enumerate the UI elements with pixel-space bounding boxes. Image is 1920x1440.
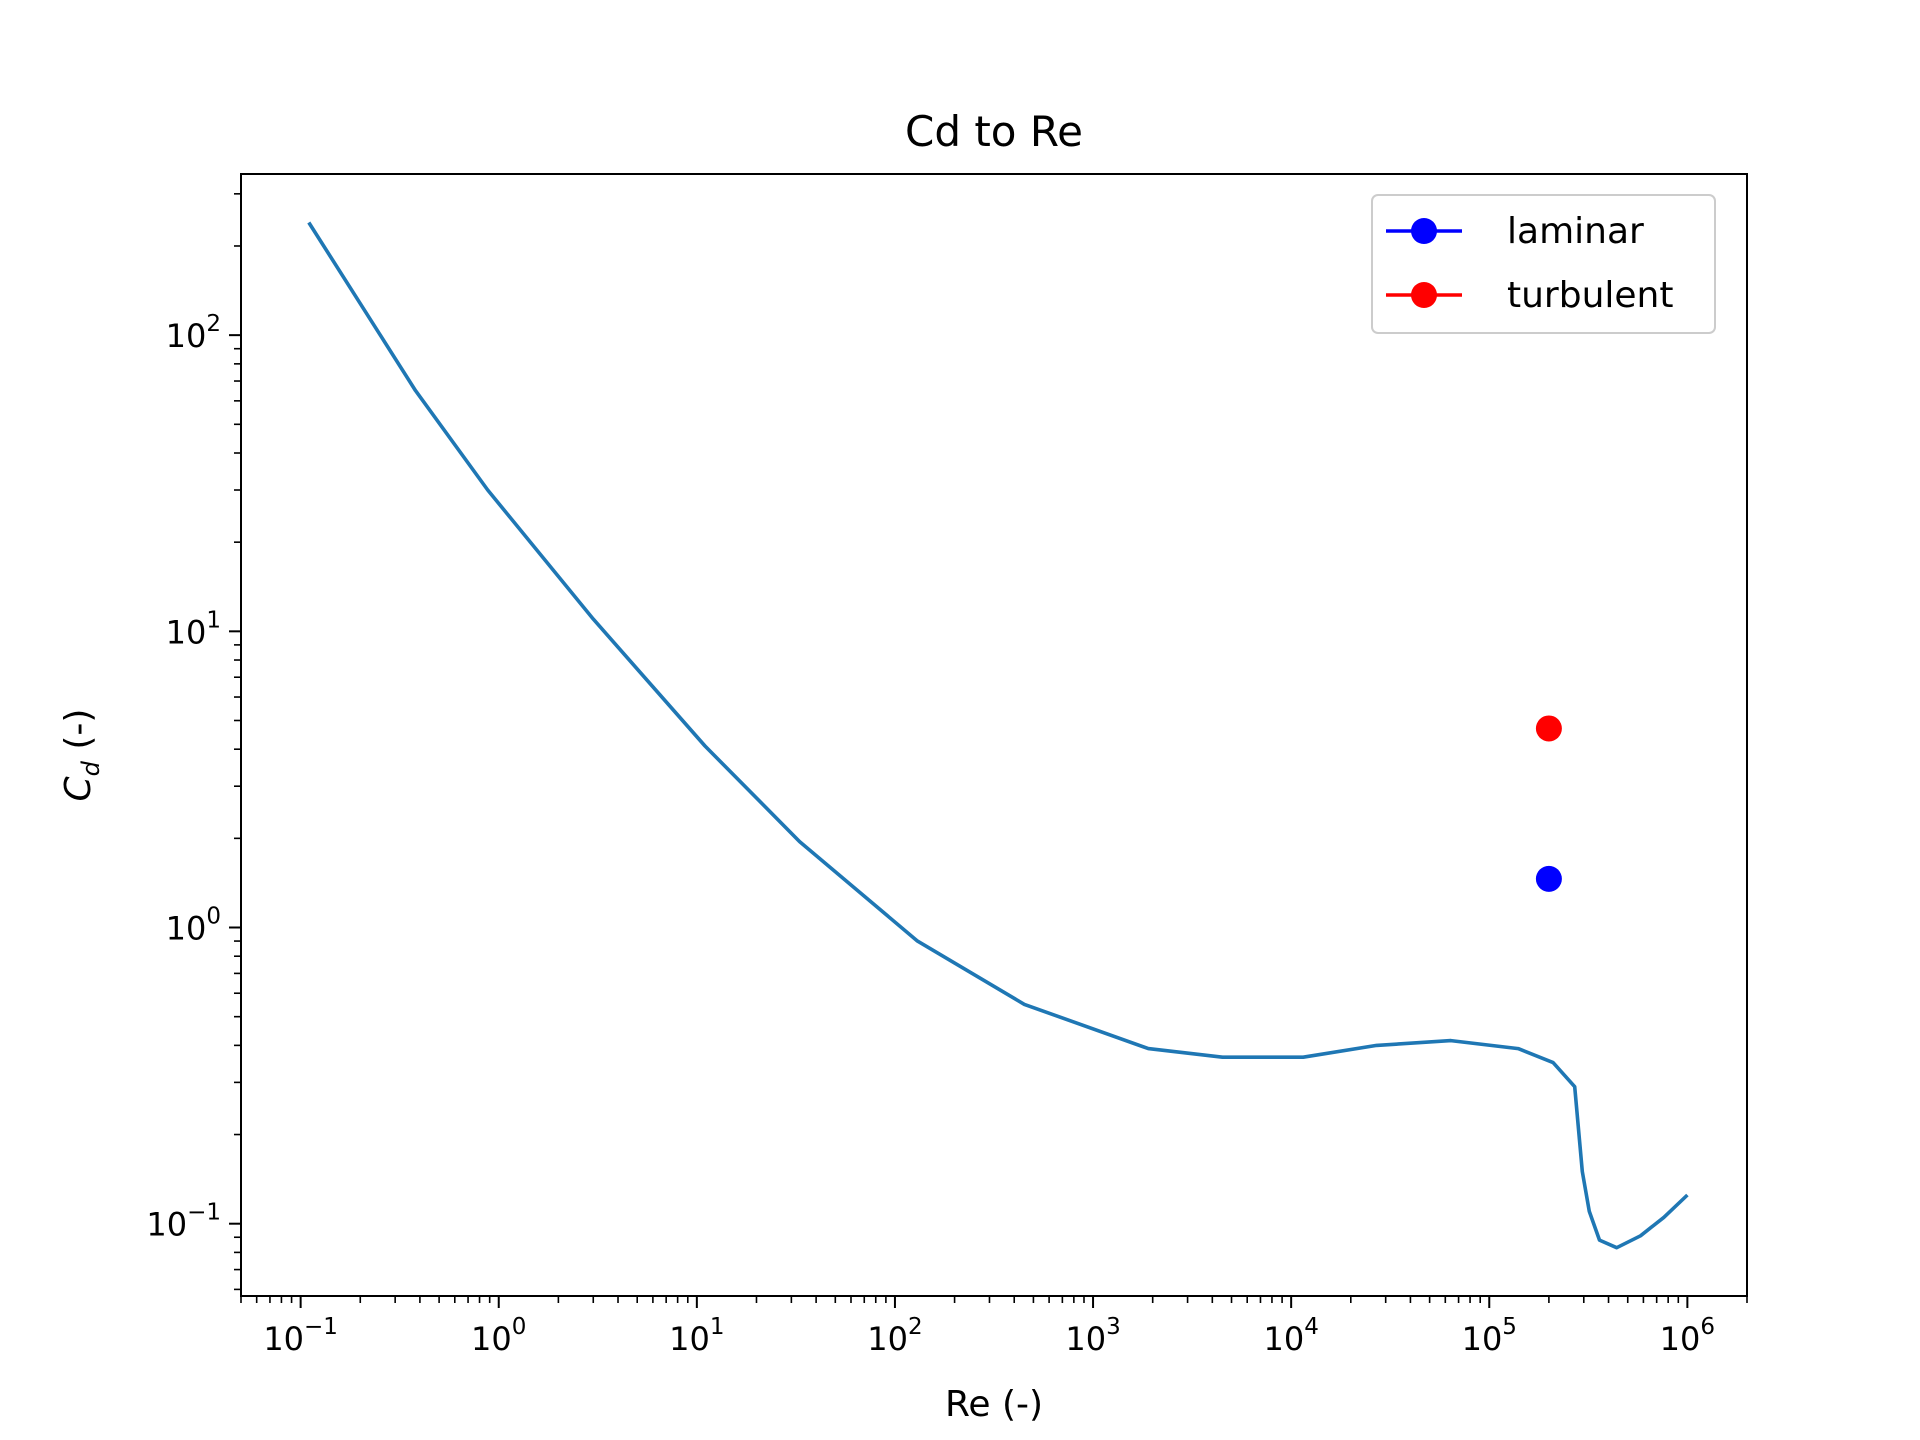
plot-area [307,221,1689,1250]
y-tick-label: 101 [166,607,221,651]
y-axis-label-rest: (-) [58,709,99,762]
axes-frame [240,173,1748,1297]
x-tick-label: 100 [471,1314,526,1358]
legend: laminar turbulent [1371,194,1716,334]
x-tick-label: 102 [867,1314,922,1358]
chart-title: Cd to Re [905,107,1083,156]
x-tick-label: 106 [1660,1314,1715,1358]
ticks: 10−1 100 101 102 103 104 105 106 10−1 100 101 102 [146,193,1748,1358]
legend-marker-turbulent [1411,282,1437,308]
axes [240,173,1748,1297]
data-point-laminar [1535,865,1562,892]
x-tick-label: 103 [1065,1314,1120,1358]
y-axis-label: Cd (-) [58,709,105,802]
legend-label-laminar: laminar [1507,211,1644,252]
x-axis-label: Re (-) [945,1384,1043,1425]
data-point-turbulent [1535,715,1562,742]
legend-marker-laminar [1411,218,1437,244]
x-tick-label: 104 [1263,1314,1318,1358]
y-tick-label: 100 [166,904,221,948]
y-tick-label: 10−1 [146,1200,221,1244]
x-tick-label: 105 [1462,1314,1517,1358]
x-tick-label: 10−1 [263,1314,338,1358]
y-tick-label: 102 [166,311,221,355]
series-line-0 [307,221,1689,1250]
x-tick-label: 101 [669,1314,724,1358]
legend-label-turbulent: turbulent [1507,275,1673,316]
y-axis-label-sub: d [77,760,105,776]
y-axis-label-main: C [58,775,99,801]
